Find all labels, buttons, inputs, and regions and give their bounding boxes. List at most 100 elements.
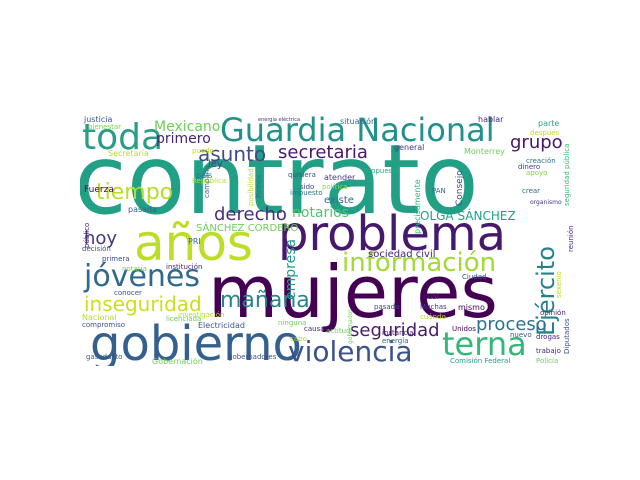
word: institución bbox=[166, 263, 203, 271]
word: creación bbox=[526, 157, 556, 165]
word: gobernadores bbox=[228, 353, 277, 361]
word: conocer bbox=[114, 289, 142, 297]
word: pasada bbox=[128, 205, 158, 214]
word: público bbox=[83, 222, 91, 248]
word: gobierno bbox=[90, 316, 302, 366]
word: justicia bbox=[84, 115, 113, 124]
word: problema bbox=[278, 206, 507, 262]
word: decisión bbox=[82, 245, 111, 253]
word: Pemex bbox=[255, 174, 263, 198]
word: seguridad pública bbox=[563, 143, 571, 206]
word: Diputados bbox=[563, 318, 571, 354]
word: Unidos bbox=[452, 325, 476, 333]
word: sociedad civil bbox=[368, 249, 436, 260]
word: tiempo bbox=[96, 180, 174, 205]
word: mañana bbox=[220, 288, 310, 313]
word: causa bbox=[304, 325, 325, 333]
word: gasoducto bbox=[86, 353, 123, 361]
word: Policía bbox=[536, 357, 559, 365]
word: impuesto bbox=[290, 189, 323, 197]
word: existe bbox=[324, 195, 354, 206]
word: apoyo bbox=[526, 169, 548, 177]
word: ley bbox=[208, 159, 223, 170]
word: PRI bbox=[188, 237, 201, 246]
word: licenciada bbox=[166, 315, 202, 323]
word: Mexicano bbox=[154, 119, 221, 135]
word: política bbox=[322, 183, 348, 191]
word: atender bbox=[324, 173, 356, 182]
word: organismo bbox=[530, 199, 562, 206]
word-cloud: contrato mujeres problema años gobierno … bbox=[80, 114, 576, 366]
word: energía bbox=[382, 337, 409, 345]
word: primero bbox=[156, 131, 211, 147]
word: energía eléctrica bbox=[258, 117, 301, 123]
word: asunto bbox=[198, 142, 267, 166]
word: información bbox=[342, 248, 497, 278]
word: Gobernación bbox=[152, 357, 203, 366]
word: posibilidad bbox=[247, 168, 255, 206]
word: investigación bbox=[178, 311, 225, 319]
word: grupo bbox=[510, 132, 563, 153]
word: quisiera bbox=[288, 171, 316, 179]
word: notaría bbox=[122, 265, 147, 273]
word: hablar bbox=[478, 115, 504, 124]
word: país bbox=[196, 171, 213, 180]
word: hoy bbox=[84, 228, 118, 249]
word: jóvenes bbox=[84, 259, 201, 294]
word: violencia bbox=[288, 335, 413, 366]
word: general bbox=[394, 143, 425, 152]
word: toda bbox=[82, 117, 164, 158]
word: SÁNCHEZ CORDERO bbox=[196, 223, 299, 234]
word: cuándo bbox=[420, 313, 446, 321]
word: campaña bbox=[203, 165, 211, 198]
word: opinión bbox=[540, 309, 566, 317]
word: Fuerza bbox=[84, 185, 114, 195]
word: después bbox=[530, 129, 560, 137]
word: Comisión Federal bbox=[450, 357, 511, 365]
word: parte bbox=[538, 119, 560, 128]
word: drogas bbox=[536, 333, 560, 341]
word: sido bbox=[300, 183, 315, 191]
word: seguridad bbox=[350, 320, 440, 341]
word: PAN bbox=[432, 187, 446, 195]
word: sexenio bbox=[555, 271, 563, 298]
word: secretaria bbox=[278, 142, 368, 163]
word: empresa bbox=[283, 238, 299, 300]
word: primera bbox=[102, 255, 130, 263]
word: Guardia Nacional bbox=[220, 114, 495, 149]
word: contrato bbox=[80, 124, 479, 236]
word: Muchas bbox=[420, 303, 447, 311]
word: cabo bbox=[290, 335, 307, 343]
word: actitud bbox=[326, 327, 351, 335]
word: nuevo bbox=[510, 331, 532, 339]
word: ninguna bbox=[278, 319, 307, 327]
word: Consejo bbox=[455, 170, 465, 206]
word: OLGA SÁNCHEZ bbox=[420, 209, 516, 223]
word: terna bbox=[442, 325, 527, 363]
word: República bbox=[192, 177, 227, 185]
word: precisamente bbox=[413, 179, 422, 234]
word: compromiso bbox=[82, 321, 126, 329]
word: dinero bbox=[518, 163, 541, 171]
word: trabajo bbox=[536, 347, 561, 355]
word: crear bbox=[522, 187, 541, 195]
word: mujeres bbox=[208, 250, 498, 334]
word: Nacional bbox=[82, 313, 117, 322]
word: pasado bbox=[374, 303, 400, 311]
word: instancia bbox=[382, 329, 414, 337]
word: años bbox=[134, 214, 253, 272]
word: situación bbox=[340, 117, 377, 126]
word: proceso bbox=[476, 314, 547, 335]
word: notarios bbox=[292, 205, 350, 221]
word: inseguridad bbox=[84, 292, 202, 316]
word: bienestar bbox=[88, 123, 121, 131]
word: Secretaría bbox=[108, 149, 149, 158]
word: Monterrey bbox=[464, 147, 505, 156]
word: reunión bbox=[567, 225, 575, 252]
word: derecho bbox=[214, 204, 287, 225]
word: Ciudad bbox=[462, 273, 487, 281]
word: mismo bbox=[458, 303, 485, 312]
word: cuál bbox=[424, 293, 439, 301]
word: puedo bbox=[192, 147, 214, 155]
